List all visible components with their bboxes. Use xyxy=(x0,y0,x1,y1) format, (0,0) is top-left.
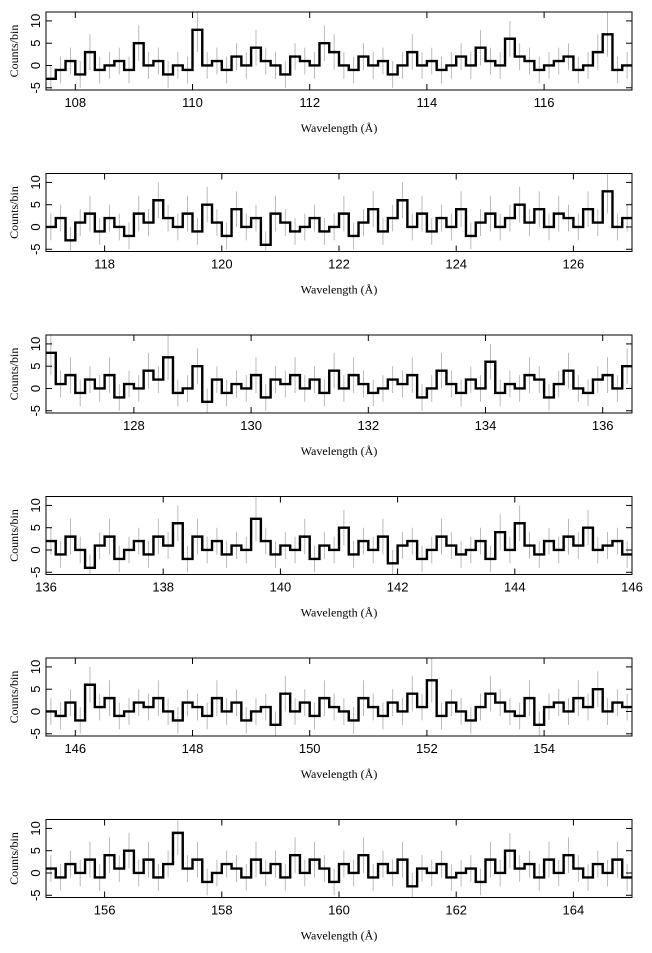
x-axis-label: Wavelength (Å) xyxy=(301,121,378,135)
x-axis-label: Wavelength (Å) xyxy=(301,283,378,297)
x-tick-label: 114 xyxy=(417,95,438,110)
x-tick-label: 162 xyxy=(445,903,467,918)
panel: 128 130 132 134 136 -5 0 5 10 Wavelength (Å) Count… xyxy=(7,334,633,458)
y-tick-label: -5 xyxy=(28,405,43,417)
y-tick-label: 5 xyxy=(28,524,43,531)
x-tick-label: 158 xyxy=(211,903,233,918)
x-tick-label: 154 xyxy=(533,741,555,756)
y-axis-label: Counts/bin xyxy=(7,186,21,239)
panel: 156 158 160 162 164 -5 0 5 10 Wavelength (Å) Count… xyxy=(7,819,633,943)
x-tick-label: 160 xyxy=(328,903,350,918)
plot-frame xyxy=(45,334,633,414)
x-tick-label: 124 xyxy=(445,257,467,272)
y-axis-label: Counts/bin xyxy=(7,832,21,885)
spectrum-step xyxy=(46,190,632,247)
x-tick-label: 164 xyxy=(563,903,585,918)
x-tick-label: 108 xyxy=(64,95,86,110)
y-tick-label: 10 xyxy=(28,821,43,835)
panel: 136 138 140 142 144 146 -5 0 5 10 Wavelength (Å) Co… xyxy=(7,496,643,620)
y-tick-label: 5 xyxy=(28,40,43,47)
x-tick-label: 130 xyxy=(240,418,262,433)
y-tick-label: 0 xyxy=(28,869,43,876)
y-tick-label: 0 xyxy=(28,385,43,392)
x-tick-label: 132 xyxy=(357,418,379,433)
y-tick-label: 10 xyxy=(28,175,43,189)
x-tick-label: 146 xyxy=(621,580,643,595)
x-tick-label: 116 xyxy=(534,95,555,110)
y-tick-label: 0 xyxy=(28,62,43,69)
spectrum-step xyxy=(46,679,632,727)
x-tick-label: 144 xyxy=(504,580,526,595)
x-tick-label: 148 xyxy=(182,741,204,756)
x-axis-label: Wavelength (Å) xyxy=(301,929,378,943)
x-tick-label: 156 xyxy=(94,903,116,918)
x-tick-label: 134 xyxy=(475,418,497,433)
y-axis-label: Counts/bin xyxy=(7,671,21,724)
spectrum-step xyxy=(46,351,632,404)
x-axis-label: Wavelength (Å) xyxy=(301,606,378,620)
plot-frame xyxy=(45,496,633,575)
y-tick-label: 10 xyxy=(28,660,43,674)
y-tick-label: -5 xyxy=(28,889,43,901)
y-tick-label: 10 xyxy=(28,498,43,512)
x-axis-label: Wavelength (Å) xyxy=(301,767,378,781)
y-axis-label: Counts/bin xyxy=(7,509,21,562)
x-axis-label: Wavelength (Å) xyxy=(301,444,378,458)
x-tick-label: 136 xyxy=(592,418,614,433)
panel: 146 148 150 152 154 -5 0 5 10 Wavelength (Å) Count… xyxy=(7,657,633,781)
panel: 118 120 122 124 126 -5 0 5 10 Wavelength (Å) Count… xyxy=(7,173,633,297)
x-tick-label: 142 xyxy=(387,580,409,595)
y-axis-label: Counts/bin xyxy=(7,25,21,78)
x-tick-label: 140 xyxy=(270,580,292,595)
y-tick-label: 0 xyxy=(28,223,43,230)
x-tick-label: 126 xyxy=(563,257,585,272)
x-tick-label: 128 xyxy=(123,418,145,433)
y-tick-label: 0 xyxy=(28,708,43,715)
spectrum-step xyxy=(46,517,632,570)
y-tick-label: 5 xyxy=(28,686,43,693)
spectrum-step xyxy=(46,28,632,81)
y-tick-label: -5 xyxy=(28,566,43,578)
y-tick-label: 10 xyxy=(28,14,43,28)
y-tick-label: -5 xyxy=(28,82,43,94)
y-tick-label: 5 xyxy=(28,201,43,208)
panel: 108 110 112 114 116 -5 0 5 10 Wavelength (Å) Count… xyxy=(7,11,633,135)
y-axis-label: Counts/bin xyxy=(7,348,21,401)
y-tick-label: 5 xyxy=(28,847,43,854)
x-tick-label: 122 xyxy=(328,257,350,272)
x-tick-label: 110 xyxy=(182,95,203,110)
y-tick-label: -5 xyxy=(28,243,43,255)
x-tick-label: 120 xyxy=(211,257,233,272)
x-tick-label: 152 xyxy=(416,741,438,756)
x-tick-label: 112 xyxy=(299,95,320,110)
x-tick-label: 150 xyxy=(299,741,321,756)
plot-frame xyxy=(45,11,633,91)
y-tick-label: 5 xyxy=(28,363,43,370)
spectrum-step xyxy=(46,831,632,888)
y-tick-label: 10 xyxy=(28,337,43,351)
x-tick-label: 146 xyxy=(64,741,86,756)
x-tick-label: 118 xyxy=(94,257,115,272)
x-tick-label: 138 xyxy=(152,580,174,595)
plot-frame xyxy=(45,657,633,737)
x-tick-label: 136 xyxy=(35,580,57,595)
y-tick-label: 0 xyxy=(28,546,43,553)
y-tick-label: -5 xyxy=(28,728,43,740)
